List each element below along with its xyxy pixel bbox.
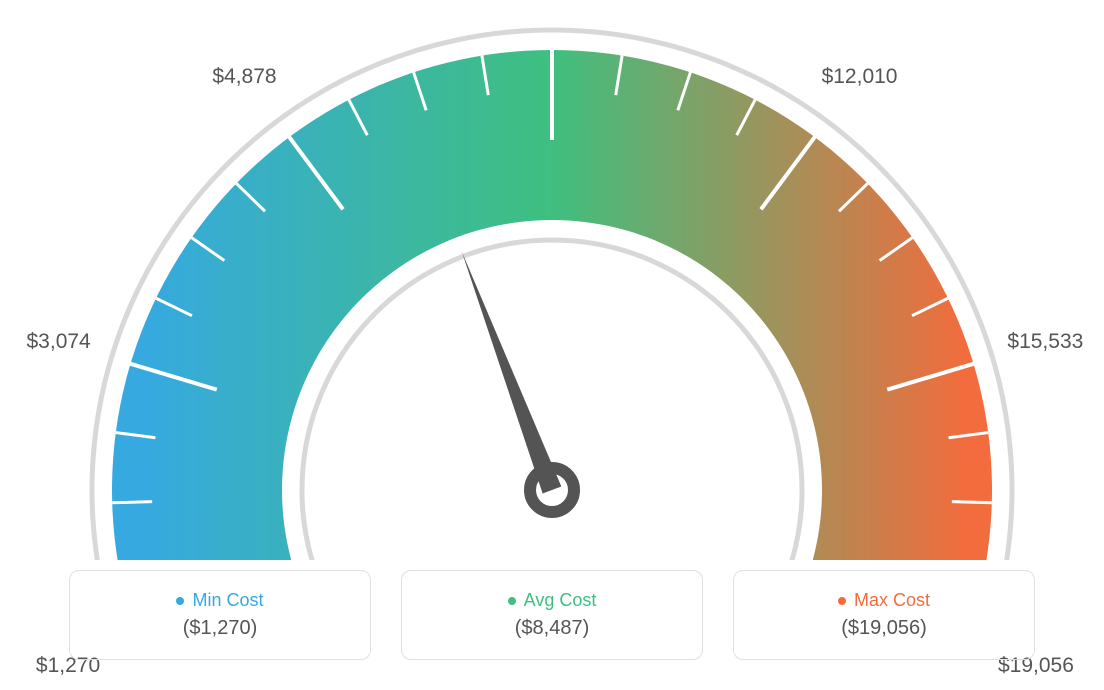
cost-card-label: Avg Cost [524,590,597,611]
cost-card-title: Min Cost [176,590,263,611]
chart-container: $1,270$3,074$4,878$8,487$12,010$15,533$1… [0,0,1104,690]
cost-card-value: ($8,487) [515,617,590,640]
gauge-svg [0,0,1104,560]
cost-card: Avg Cost ($8,487) [401,570,703,660]
cost-card-title: Avg Cost [508,590,597,611]
cards-row: Min Cost ($1,270) Avg Cost ($8,487) Max Cost… [0,570,1104,660]
gauge-minor-tick [952,502,992,503]
gauge-tick-label: $15,533 [1007,330,1083,354]
cost-card-dot [508,597,516,605]
cost-card-dot [176,597,184,605]
cost-card-title: Max Cost [838,590,930,611]
gauge-tick-label: $4,878 [212,65,276,89]
cost-card-dot [838,597,846,605]
cost-card-label: Min Cost [192,590,263,611]
gauge-tick-label: $3,074 [27,330,91,354]
cost-card-label: Max Cost [854,590,930,611]
gauge-needle [462,252,562,494]
cost-card: Min Cost ($1,270) [69,570,371,660]
gauge-minor-tick [112,502,152,503]
cost-card: Max Cost ($19,056) [733,570,1035,660]
cost-card-value: ($19,056) [841,617,927,640]
gauge-tick-label: $12,010 [822,65,898,89]
gauge-area: $1,270$3,074$4,878$8,487$12,010$15,533$1… [0,0,1104,560]
cost-card-value: ($1,270) [183,617,258,640]
